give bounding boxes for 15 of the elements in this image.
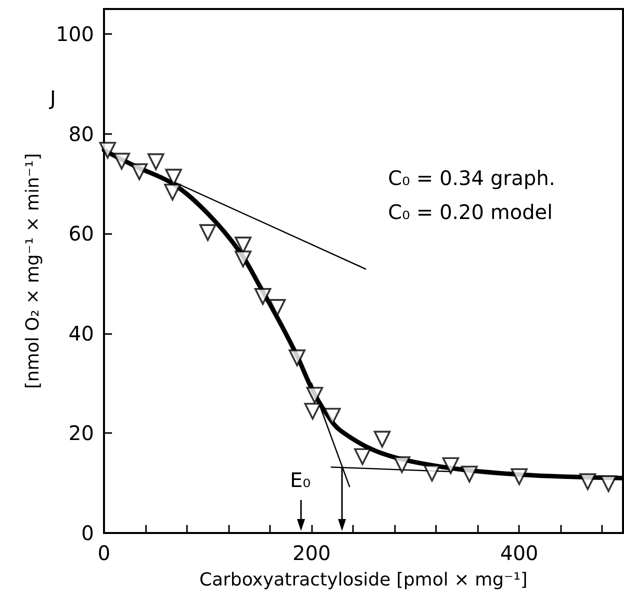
y-tick-label: 100 <box>56 22 94 46</box>
x-tick-label: 400 <box>500 541 538 565</box>
text: J <box>48 86 56 110</box>
y-tick-label: 40 <box>68 321 94 346</box>
annotation: C₀ = 0.34 graph. <box>388 166 556 190</box>
x-tick-label: 0 <box>98 541 110 565</box>
y-tick-label: 80 <box>68 122 94 146</box>
y-tick-label: 60 <box>68 222 94 246</box>
annotation: C₀ = 0.20 model <box>388 200 553 224</box>
y-axis-title: [nmol O₂ × mg⁻¹ × min⁻¹] <box>22 153 44 389</box>
y-tick-label: 20 <box>68 421 94 446</box>
y-tick-label: 0 <box>81 521 94 545</box>
x-axis-title: Carboxyatractyloside [pmol × mg⁻¹] <box>199 570 528 590</box>
annotation: E₀ <box>290 468 311 492</box>
x-tick-label: 200 <box>292 541 331 565</box>
